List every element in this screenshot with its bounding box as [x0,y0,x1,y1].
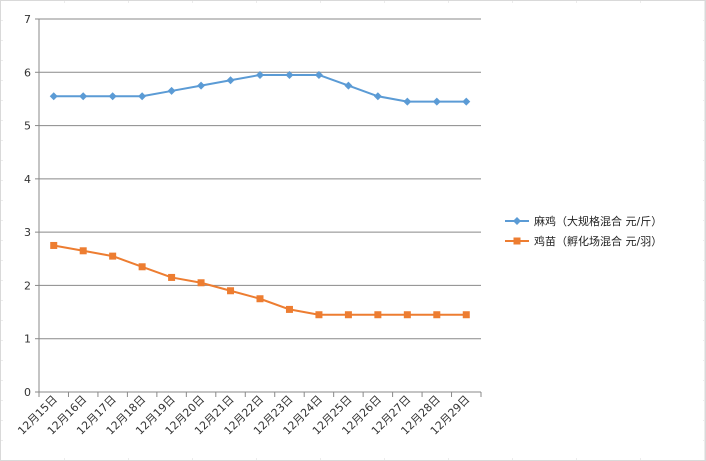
data-point-series-2[interactable] [168,273,176,281]
data-point-series-1[interactable] [49,92,58,101]
data-point-series-1[interactable] [314,70,323,79]
chart-area[interactable]: 0 1 2 3 4 5 6 7 12月15日 12月16日 12月17日 12月18日 12月19日 1… [3,3,703,458]
gridlines [39,18,481,340]
data-point-series-1[interactable] [462,97,471,106]
data-point-series-1[interactable] [285,70,294,79]
data-point-series-2[interactable] [374,311,382,319]
line-chart: 0 1 2 3 4 5 6 7 12月15日12月16日12月17日12月18日12月19日1… [15,13,662,437]
series-layer [49,70,471,319]
data-point-series-1[interactable] [167,86,176,95]
data-point-series-1[interactable] [373,92,382,101]
legend-marker-1 [513,217,521,225]
data-point-series-2[interactable] [79,247,87,255]
data-point-series-2[interactable] [50,241,58,249]
data-point-series-1[interactable] [108,92,117,101]
data-point-series-1[interactable] [256,70,264,79]
y-tick-label: 1 [24,333,31,346]
data-point-series-1[interactable] [432,97,441,106]
legend-label-1[interactable]: 麻鸡（大规格混合 元/斤） [534,214,662,228]
data-point-series-2[interactable] [344,311,352,319]
axes [38,19,481,393]
data-point-series-1[interactable] [138,92,147,101]
legend: 麻鸡（大规格混合 元/斤） 鸡苗（孵化场混合 元/羽） [505,214,662,248]
data-point-series-1[interactable] [403,97,412,106]
data-point-series-2[interactable] [197,279,205,287]
y-tick-label: 3 [24,226,31,239]
y-tick-label: 7 [24,13,31,26]
data-point-series-2[interactable] [138,263,146,271]
y-tick-label: 2 [24,279,31,292]
data-point-series-2[interactable] [315,311,323,319]
y-tick-label: 5 [24,120,31,133]
data-point-series-1[interactable] [344,81,353,90]
data-point-series-2[interactable] [285,305,293,313]
data-point-series-2[interactable] [109,252,117,260]
legend-label-2[interactable]: 鸡苗（孵化场混合 元/羽） [534,234,662,248]
y-tick-label: 0 [24,386,31,399]
y-axis-ticks: 0 1 2 3 4 5 6 7 [24,13,39,399]
y-tick-label: 4 [24,173,31,186]
data-point-series-2[interactable] [227,287,235,295]
y-tick-label: 6 [24,66,31,79]
data-point-series-2[interactable] [403,311,411,319]
legend-marker-2 [513,237,521,245]
x-axis-ticks: 12月15日12月16日12月17日12月18日12月19日12月20日12月2… [15,392,482,437]
data-point-series-1[interactable] [79,92,88,101]
data-point-series-1[interactable] [197,81,206,90]
data-point-series-1[interactable] [226,76,235,85]
data-point-series-2[interactable] [256,295,264,303]
data-point-series-2[interactable] [433,311,441,319]
data-point-series-2[interactable] [462,311,470,319]
